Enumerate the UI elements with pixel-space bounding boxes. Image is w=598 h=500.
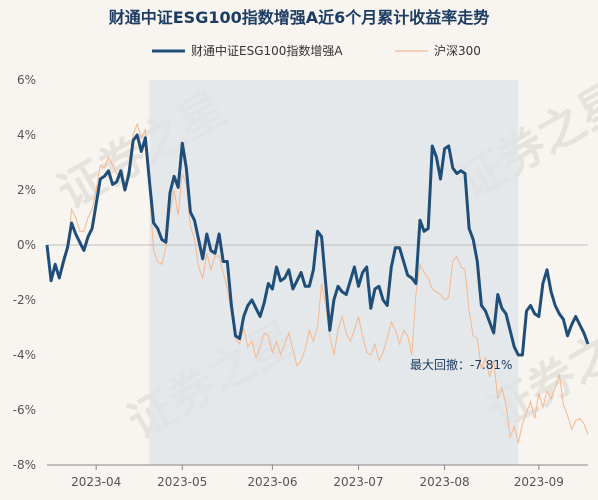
max-drawdown-label: 最大回撤：-7.81% (410, 357, 512, 372)
y-tick-label: 4% (17, 128, 36, 142)
x-tick-label: 2023-07 (333, 475, 383, 489)
legend-label-fund: 财通中证ESG100指数增强A (191, 43, 343, 58)
y-tick-label: -2% (13, 293, 36, 307)
legend: 财通中证ESG100指数增强A 沪深300 (152, 43, 481, 58)
series-line-hs300 (46, 122, 589, 444)
y-tick-label: -4% (13, 348, 36, 362)
drawdown-shade (149, 80, 519, 465)
y-tick-label: -6% (13, 403, 36, 417)
x-axis: 2023-04 2023-05 2023-06 2023-07 2023-08 2023-… (47, 464, 588, 489)
series-line-fund (45, 133, 590, 357)
x-tick-label: 2023-06 (247, 475, 297, 489)
chart-title: 财通中证ESG100指数增强A近6个月累计收益率走势 (108, 8, 490, 27)
legend-label-hs300: 沪深300 (434, 44, 481, 58)
x-tick-label: 2023-09 (514, 475, 564, 489)
y-tick-label: 0% (17, 238, 36, 252)
x-tick-label: 2023-08 (419, 475, 469, 489)
y-tick-label: 6% (17, 73, 36, 87)
x-tick-label: 2023-05 (157, 475, 207, 489)
y-tick-label: 2% (17, 183, 36, 197)
x-tick-label: 2023-04 (71, 475, 121, 489)
y-tick-label: -8% (13, 458, 36, 472)
y-axis: -8% -6% -4% -2% 0% 2% 4% 6% (13, 73, 36, 472)
